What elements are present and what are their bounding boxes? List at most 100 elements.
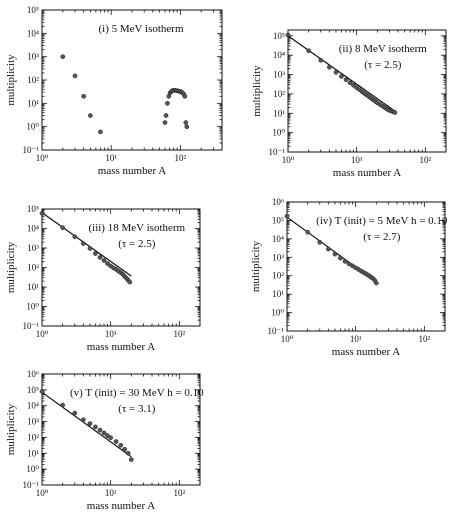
x-axis-label: mass number A — [333, 167, 401, 179]
data-point — [165, 100, 170, 106]
y-tick-label: 10³ — [272, 252, 284, 262]
data-point — [285, 32, 291, 38]
data-point — [182, 93, 188, 99]
y-tick-label: 10³ — [27, 243, 39, 253]
panel-annotation: (τ = 3.1) — [118, 403, 156, 415]
y-axis-label: multiplicity — [5, 241, 17, 293]
data-point — [60, 54, 66, 60]
data-point — [325, 246, 331, 252]
y-tick-label: 10² — [272, 271, 284, 281]
data-point — [343, 77, 349, 83]
x-axis-label: mass number A — [87, 500, 155, 512]
plot-frame — [41, 9, 223, 151]
data-point — [305, 229, 311, 235]
x-tick-label: 10¹ — [350, 334, 362, 344]
data-point — [39, 389, 45, 394]
panel-annotation: (i) 5 MeV isotherm — [98, 23, 183, 35]
y-tick-label: 10² — [27, 432, 39, 442]
data-point — [346, 261, 352, 267]
data-point — [97, 427, 103, 433]
y-tick-label: 10¹ — [27, 98, 39, 108]
x-tick-label: 10² — [173, 488, 185, 498]
y-tick-label: 10¹ — [27, 282, 39, 292]
plot-frame — [41, 373, 201, 486]
data-point — [93, 424, 98, 430]
x-tick-label: 10⁰ — [282, 155, 295, 165]
y-tick-label: 10⁵ — [273, 31, 285, 41]
y-tick-label: 10¹ — [272, 289, 284, 299]
x-tick-label: 10¹ — [351, 155, 363, 165]
data-point — [351, 82, 356, 88]
y-tick-label: 10⁴ — [27, 224, 39, 234]
data-point — [81, 93, 86, 99]
y-tick-label: 10⁻¹ — [23, 145, 40, 155]
x-tick-label: 10² — [419, 155, 431, 165]
panel-annotation: (iv) T (init) = 5 MeV h = 0.10 — [316, 215, 448, 227]
data-point — [317, 239, 323, 245]
x-tick-label: 10⁰ — [36, 153, 49, 163]
data-point — [101, 258, 107, 263]
data-point — [122, 446, 128, 452]
y-tick-label: 10⁵ — [27, 5, 39, 15]
data-point — [72, 73, 78, 79]
data-point — [87, 246, 93, 251]
data-point — [105, 433, 110, 438]
y-tick-label: 10⁰ — [272, 128, 285, 138]
data-point — [127, 279, 133, 285]
data-point — [184, 124, 190, 130]
y-tick-label: 10³ — [27, 52, 39, 62]
x-tick-label: 10¹ — [105, 153, 117, 163]
data-point — [72, 410, 78, 416]
y-tick-label: 10¹ — [27, 448, 39, 458]
data-point — [80, 417, 86, 423]
panel-annotation: (τ = 2.5) — [364, 59, 402, 71]
data-point — [125, 450, 131, 456]
y-tick-label: 10⁴ — [27, 401, 39, 411]
y-tick-label: 10⁵ — [27, 385, 39, 395]
plot-frame — [41, 208, 201, 327]
y-tick-label: 10⁰ — [271, 308, 284, 318]
data-point — [60, 402, 66, 408]
y-tick-label: 10⁻¹ — [268, 326, 285, 336]
y-axis-label: multiplicity — [250, 240, 262, 292]
y-tick-label: 10⁴ — [273, 50, 285, 60]
data-point — [163, 113, 169, 118]
panel-annotation: (τ = 2.5) — [118, 238, 156, 250]
data-point — [108, 435, 114, 441]
y-tick-label: 10³ — [273, 70, 285, 80]
data-point — [105, 261, 110, 266]
panel-annotation: (v) T (init) = 30 MeV h = 0.10 — [70, 387, 204, 399]
y-tick-label: 10⁶ — [27, 369, 39, 379]
y-tick-label: 10⁵ — [27, 204, 39, 214]
data-point — [80, 241, 86, 246]
x-tick-label: 10⁰ — [36, 329, 49, 339]
y-tick-label: 10³ — [27, 417, 39, 427]
data-point — [88, 113, 93, 118]
data-point — [60, 225, 66, 231]
data-point — [333, 69, 339, 75]
data-point — [101, 430, 107, 436]
data-point — [183, 120, 189, 125]
y-axis-label: multiplicity — [5, 54, 17, 106]
y-tick-label: 10² — [27, 263, 39, 273]
y-tick-label: 10⁴ — [272, 234, 284, 244]
data-point — [97, 255, 103, 260]
data-point — [118, 442, 124, 448]
data-point — [98, 129, 103, 135]
panel-annotation: (ii) 8 MeV isotherm — [339, 43, 428, 55]
data-point — [347, 80, 353, 86]
y-tick-label: 10¹ — [273, 108, 285, 118]
data-point — [128, 457, 134, 462]
panel-annotation: (iii) 18 MeV isotherm — [88, 222, 185, 234]
x-tick-label: 10⁰ — [281, 334, 294, 344]
data-point — [338, 255, 343, 261]
x-tick-label: 10¹ — [105, 488, 117, 498]
y-tick-label: 10⁻¹ — [269, 147, 286, 157]
y-tick-label: 10² — [273, 89, 285, 99]
data-point — [373, 280, 379, 286]
x-tick-label: 10² — [418, 334, 430, 344]
